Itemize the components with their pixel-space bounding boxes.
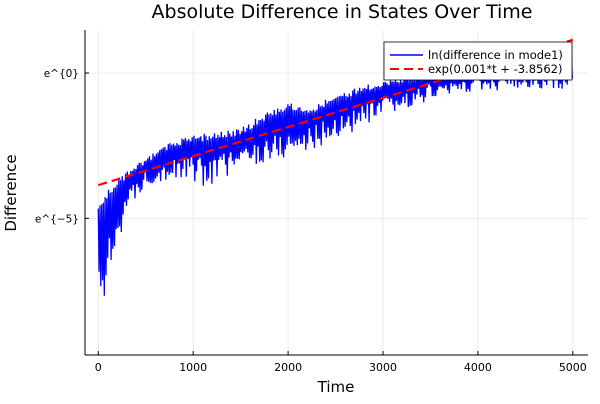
ticks: 0 1000 2000 3000 4000 5000 e^{0} e^{−5} [35,68,587,374]
x-tick-label: 3000 [369,361,397,374]
x-tick-label: 5000 [559,361,587,374]
x-tick-label: 4000 [464,361,492,374]
legend-label-1: exp(0.001*t + -3.8562) [428,62,562,76]
y-tick-label: e^{0} [44,68,79,80]
y-tick-label: e^{−5} [35,213,79,225]
legend-box [383,41,573,81]
x-axis-label: Time [317,378,355,396]
legend-label-0: ln(difference in mode1) [428,48,563,62]
legend: ln(difference in mode1) exp(0.001*t + -3… [383,41,573,81]
y-axis-label: Difference [2,154,20,231]
chart-title: Absolute Difference in States Over Time [152,1,533,23]
x-tick-label: 2000 [274,361,302,374]
series-line-difference [97,58,573,296]
x-tick-label: 0 [95,361,102,374]
x-tick-label: 1000 [179,361,207,374]
axes [84,30,588,356]
